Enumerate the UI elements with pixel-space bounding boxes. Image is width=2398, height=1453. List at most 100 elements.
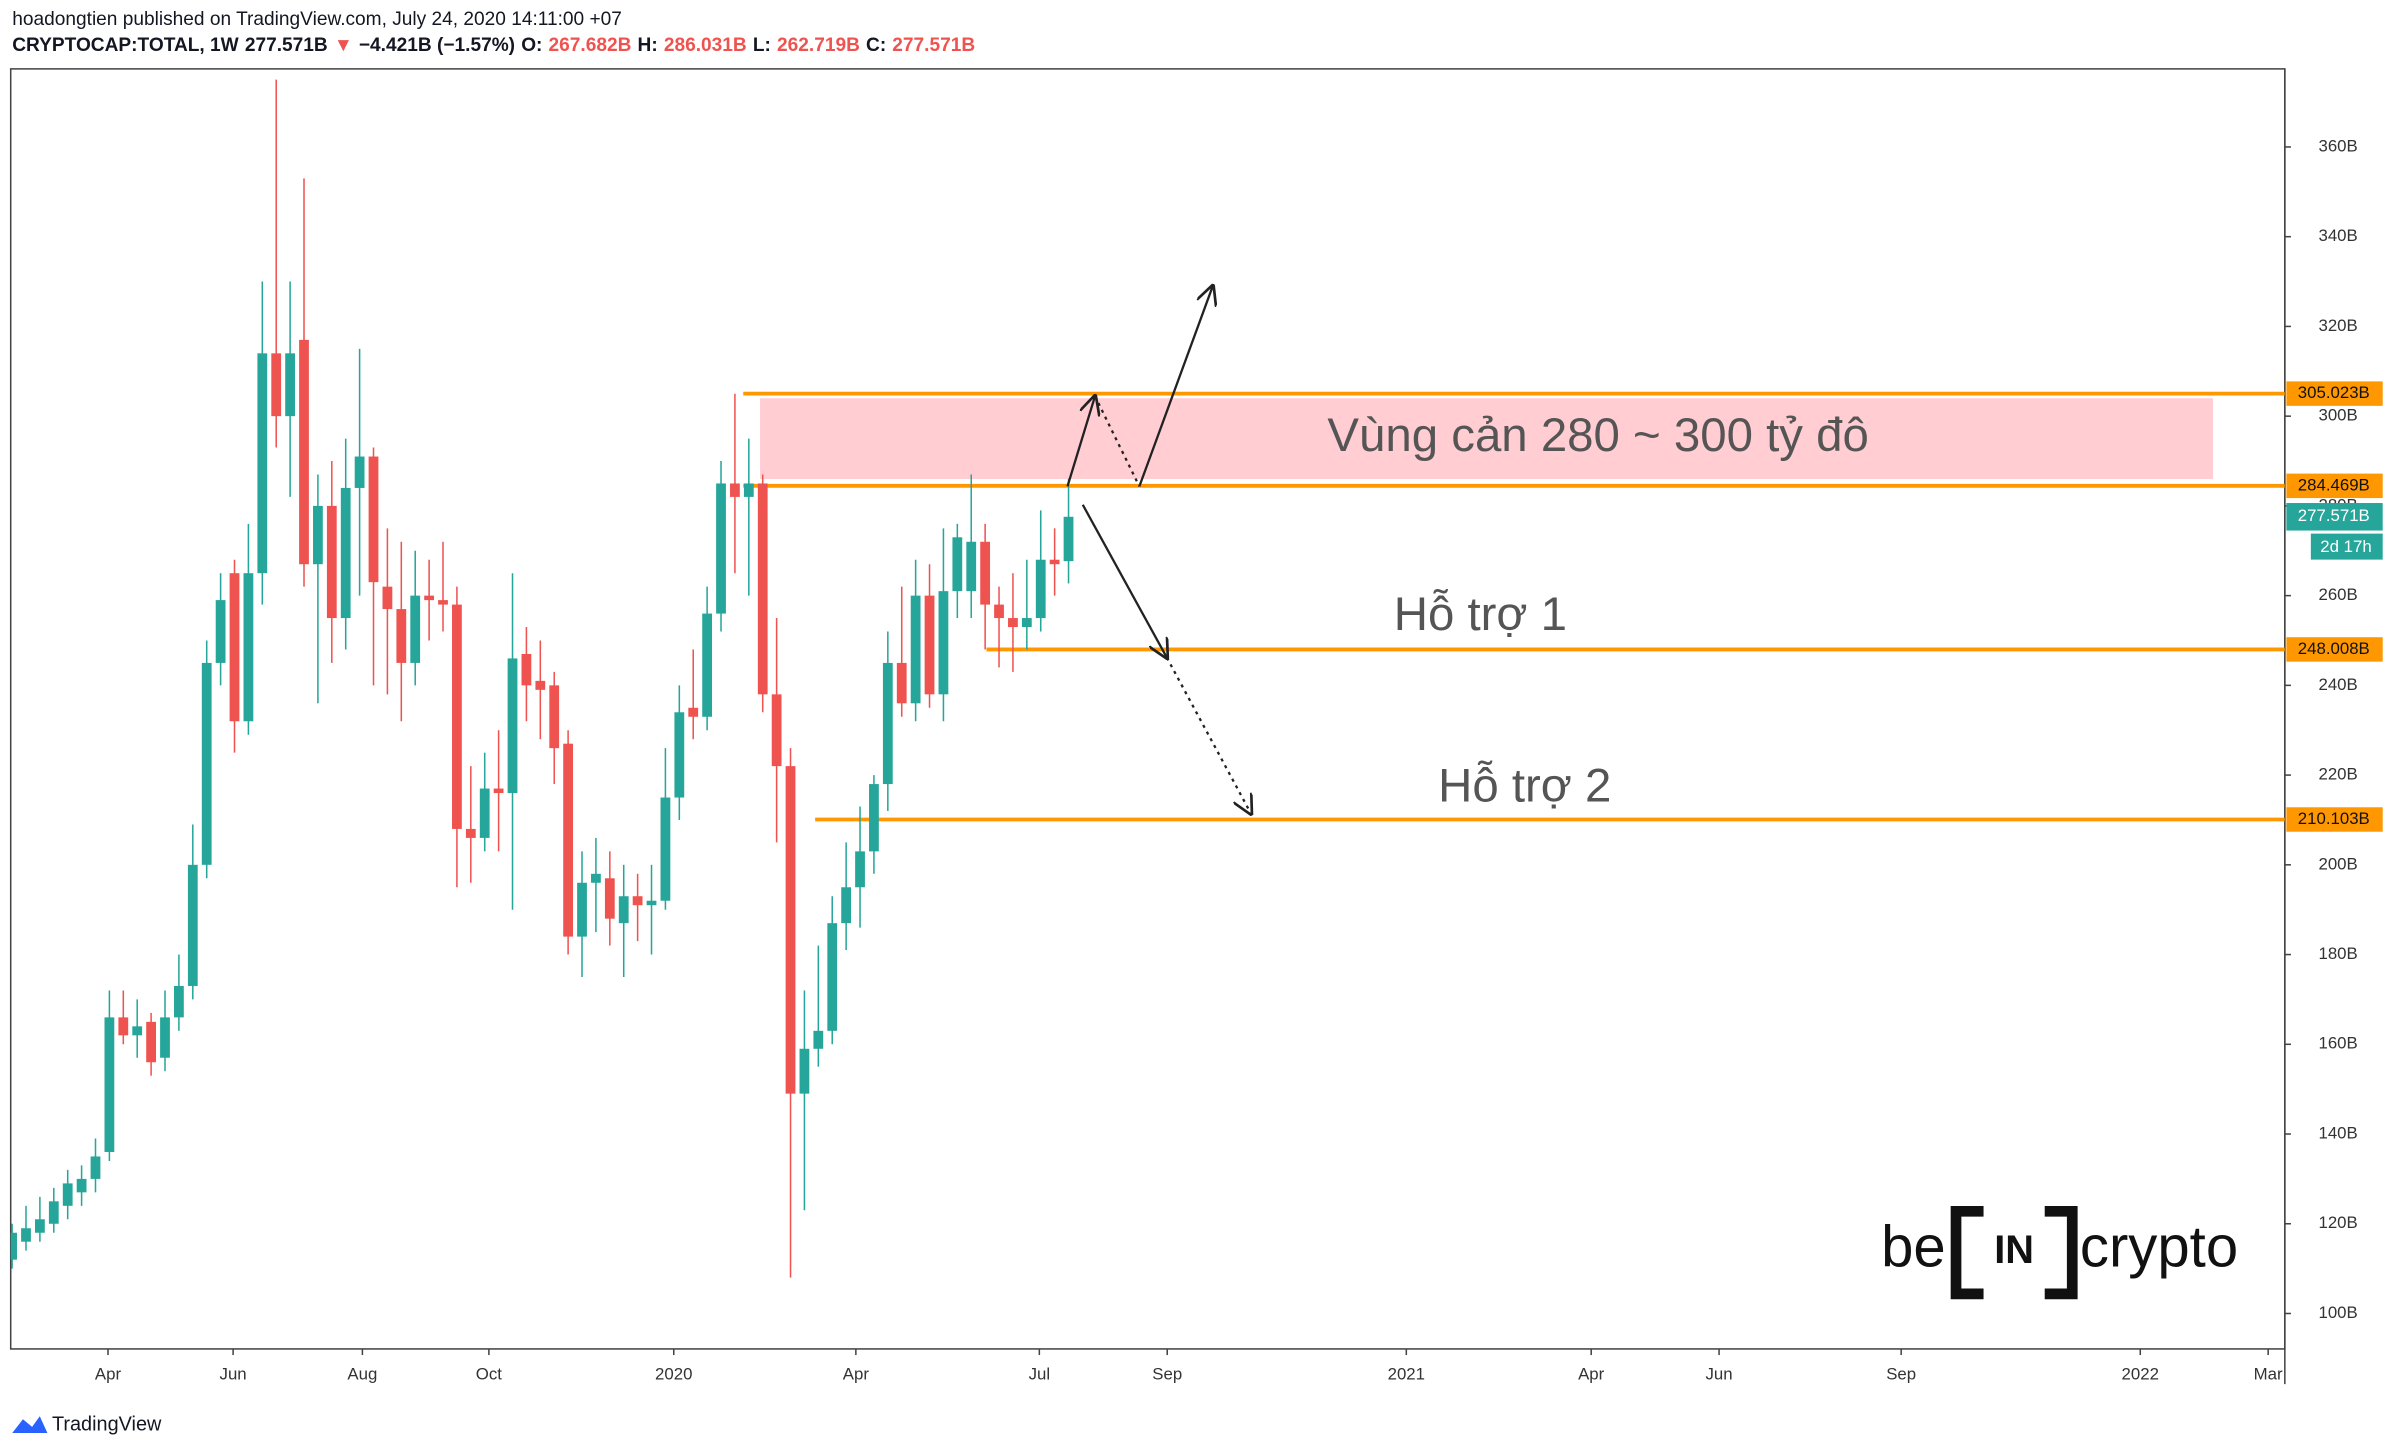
candle-body xyxy=(465,828,476,838)
x-tick-label: 2021 xyxy=(1388,1364,1425,1383)
candle-body xyxy=(521,653,532,686)
header-segment: O: xyxy=(521,35,542,56)
level-label-box xyxy=(2286,807,2383,832)
candle-body xyxy=(952,537,963,592)
candle-body xyxy=(785,766,796,1094)
arrow-dotted xyxy=(1165,657,1251,814)
candle-body xyxy=(855,851,865,888)
candle-body xyxy=(535,680,546,690)
candle-body xyxy=(813,1030,824,1049)
x-tick-label: Oct xyxy=(476,1364,502,1383)
candle-body xyxy=(1021,618,1032,628)
y-tick-label: 140B xyxy=(2318,1123,2357,1142)
candle-body xyxy=(716,483,726,614)
candle-body xyxy=(1063,516,1074,562)
candle-body xyxy=(10,1232,17,1260)
candle-body xyxy=(632,896,643,906)
header-segment: ▼ xyxy=(334,35,353,56)
countdown-label: 2d 17h xyxy=(2320,537,2371,556)
arrow xyxy=(1138,286,1212,487)
level-label: 210.103B xyxy=(2298,809,2370,828)
candle-body xyxy=(340,487,351,619)
header-segment: H: xyxy=(638,35,658,56)
candle-body xyxy=(730,483,740,497)
y-tick-label: 320B xyxy=(2318,316,2357,335)
candle-body xyxy=(299,339,309,565)
candle-body xyxy=(396,609,407,663)
brand-logo xyxy=(12,1416,48,1434)
watermark-brackets xyxy=(1950,1205,2078,1300)
y-tick-label: 200B xyxy=(2318,854,2357,873)
countdown-box xyxy=(2310,533,2383,560)
arrows xyxy=(1066,286,1251,814)
candle-body xyxy=(1049,559,1060,565)
footer-brand: TradingView xyxy=(52,1414,162,1436)
watermark: be IN crypto xyxy=(1881,1205,2238,1300)
arrow xyxy=(1081,504,1167,658)
y-tick-label: 160B xyxy=(2318,1034,2357,1053)
candle-body xyxy=(660,797,671,901)
x-tick-label: Apr xyxy=(1578,1364,1605,1383)
x-tick-label: Jul xyxy=(1029,1364,1051,1383)
x-tick-label: Apr xyxy=(843,1364,870,1383)
level-label-box xyxy=(2286,381,2383,406)
candle-body xyxy=(187,864,198,986)
candle-body xyxy=(507,658,518,794)
candle-body xyxy=(76,1178,87,1193)
candle-body xyxy=(382,586,393,610)
candle-body xyxy=(174,985,184,1018)
candle-body xyxy=(966,541,977,592)
x-tick-label: Apr xyxy=(95,1364,122,1383)
candle-body xyxy=(104,1017,115,1152)
header-segment: −4.421B (−1.57%) xyxy=(359,35,515,56)
candle-body xyxy=(688,707,699,717)
candle-body xyxy=(896,662,907,704)
header-segment: 267.682B xyxy=(549,35,632,56)
candle-body xyxy=(799,1048,810,1094)
candle-body xyxy=(62,1183,73,1206)
candle-body xyxy=(160,1017,170,1058)
candle-body xyxy=(1035,559,1046,619)
y-tick-label: 120B xyxy=(2318,1213,2357,1232)
candle-body xyxy=(869,784,879,852)
resistance-zone xyxy=(760,398,2213,479)
header-segment: 262.719B xyxy=(777,35,860,56)
candle-body xyxy=(1008,618,1018,628)
header-segment: 277.571B xyxy=(892,35,975,56)
candle-body xyxy=(313,505,323,565)
x-tick-label: Jun xyxy=(220,1364,247,1383)
last-price-label: 277.571B xyxy=(2298,506,2370,525)
candle-body xyxy=(702,613,713,717)
x-tick-label: 2020 xyxy=(655,1364,692,1383)
arrow xyxy=(1066,396,1095,487)
support-label: Hỗ trợ 2 xyxy=(1438,758,1611,812)
y-tick-label: 300B xyxy=(2318,406,2357,425)
candle-body xyxy=(827,923,838,1031)
header-line1: hoadongtien published on TradingView.com… xyxy=(12,9,622,30)
candle-body xyxy=(646,900,657,906)
candle-body xyxy=(243,573,254,722)
candle-body xyxy=(215,600,226,663)
candle-body xyxy=(910,595,921,704)
candle-body xyxy=(201,662,212,865)
level-label: 284.469B xyxy=(2298,475,2370,494)
header-segment: CRYPTOCAP:TOTAL, 1W xyxy=(12,35,239,56)
header-segment: 286.031B xyxy=(664,35,747,56)
candle-body xyxy=(285,353,295,417)
last-price-box xyxy=(2286,503,2383,531)
y-tick-label: 240B xyxy=(2318,675,2357,694)
y-tick-label: 360B xyxy=(2318,136,2357,155)
y-tick-label: 100B xyxy=(2318,1303,2357,1322)
level-label-box xyxy=(2286,637,2383,662)
candle-body xyxy=(118,1017,129,1036)
candle-body xyxy=(229,573,240,722)
y-tick-label: 340B xyxy=(2318,226,2357,245)
candle-body xyxy=(549,685,560,749)
candle-body xyxy=(452,604,462,829)
support-label: Hỗ trợ 1 xyxy=(1394,587,1567,641)
plot-area xyxy=(10,79,2285,1278)
level-label: 248.008B xyxy=(2298,639,2370,658)
candle-body xyxy=(326,505,337,619)
